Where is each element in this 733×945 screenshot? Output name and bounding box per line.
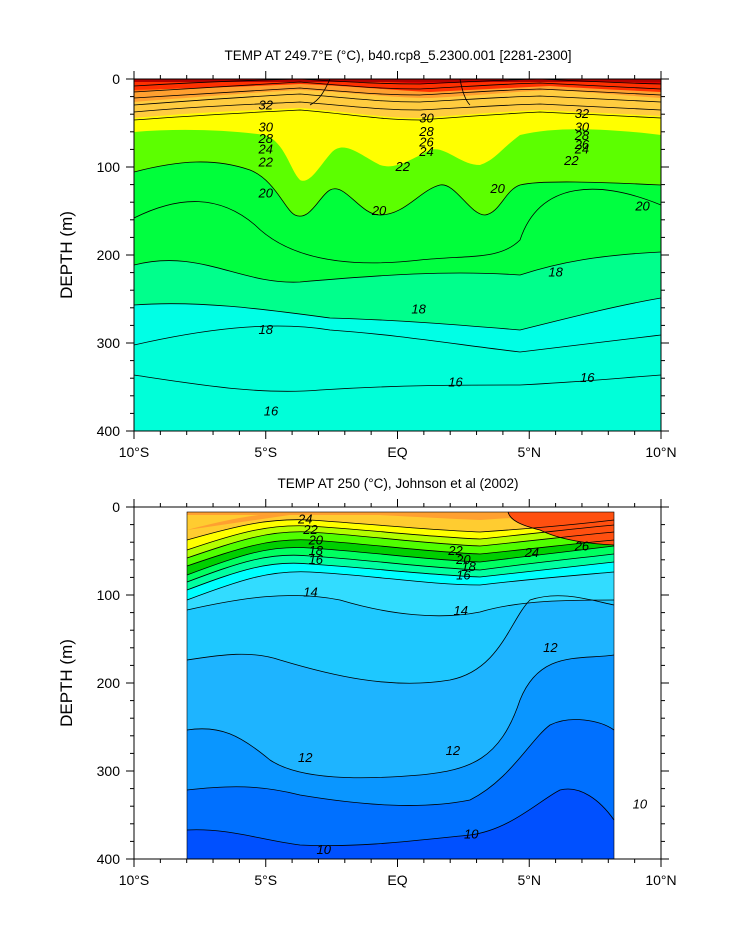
panel1-contours bbox=[134, 79, 661, 392]
y-tick-label: 100 bbox=[97, 159, 121, 175]
y-tick-label: 400 bbox=[97, 423, 121, 439]
contour-label: 28 bbox=[258, 131, 274, 146]
x-tick-label: EQ bbox=[387, 444, 407, 460]
contour-label: 28 bbox=[574, 128, 590, 143]
contour-label: 20 bbox=[489, 181, 505, 196]
y-tick-label: 0 bbox=[112, 499, 120, 515]
contour-label: 18 bbox=[259, 322, 274, 337]
contour-label: 32 bbox=[575, 106, 590, 121]
y-tick-label: 300 bbox=[97, 763, 121, 779]
contour-label: 20 bbox=[258, 185, 274, 200]
panel1-contour-labels: 3230282422203028262422202032302826242220… bbox=[258, 97, 651, 418]
contour-label: 10 bbox=[316, 842, 331, 857]
panel2-x-ticks: 10°S 5°S EQ 5°N 10°N bbox=[119, 499, 677, 888]
contour-label: 12 bbox=[543, 640, 558, 655]
contour-label: 30 bbox=[419, 111, 434, 126]
contour-label: 10 bbox=[633, 796, 648, 811]
panel2-contours bbox=[186, 511, 615, 847]
y-tick-label: 100 bbox=[97, 587, 121, 603]
contour-label: 22 bbox=[563, 153, 579, 168]
x-tick-label: 5°N bbox=[518, 444, 542, 460]
contour-label: 30 bbox=[259, 119, 274, 134]
panel1-title: TEMP AT 249.7°E (°C), b40.rcp8_5.2300.00… bbox=[224, 48, 571, 63]
x-tick-label: 5°S bbox=[254, 872, 277, 888]
panel2-data-extent bbox=[186, 511, 615, 859]
contour-label: 24 bbox=[574, 141, 589, 156]
contour-label: 22 bbox=[395, 159, 411, 174]
y-tick-label: 200 bbox=[97, 675, 121, 691]
contour-label: 18 bbox=[461, 559, 476, 574]
contour-label: 22 bbox=[447, 543, 463, 558]
panel1-x-ticks: 10°S 5°S EQ 5°N 10°N bbox=[119, 71, 677, 460]
contour-label: 16 bbox=[309, 552, 324, 567]
band-22-24 bbox=[187, 512, 614, 540]
contour-label: 24 bbox=[418, 144, 433, 159]
contour-label: 32 bbox=[259, 97, 274, 112]
contour-label: 18 bbox=[548, 265, 563, 280]
contour-label: 24 bbox=[297, 511, 312, 526]
panel2-y-ticks: 0 100 200 300 400 bbox=[97, 499, 669, 867]
contour-label: 20 bbox=[634, 199, 650, 214]
panel1-plot bbox=[134, 79, 661, 431]
band-28-30-b bbox=[134, 79, 661, 92]
contour-label: 10 bbox=[464, 826, 479, 841]
x-tick-label: 10°N bbox=[645, 872, 676, 888]
contour-label: 14 bbox=[454, 603, 468, 618]
panel2-ylabel: DEPTH (m) bbox=[57, 639, 76, 727]
band-24-26-top bbox=[187, 512, 614, 515]
x-tick-label: 5°N bbox=[518, 872, 542, 888]
contour-label: 18 bbox=[309, 543, 324, 558]
x-tick-label: 5°S bbox=[254, 444, 277, 460]
x-tick-label: EQ bbox=[387, 872, 407, 888]
x-tick-label: 10°S bbox=[119, 444, 150, 460]
contour-label: 16 bbox=[264, 404, 279, 419]
contour-label: 20 bbox=[371, 203, 387, 218]
y-tick-label: 300 bbox=[97, 335, 121, 351]
contour-label: 24 bbox=[524, 545, 539, 560]
contour-label: 26 bbox=[574, 137, 590, 152]
x-tick-label: 10°S bbox=[119, 872, 150, 888]
contour-label: 16 bbox=[448, 375, 463, 390]
band-24-26 bbox=[187, 512, 614, 530]
contour-label: 28 bbox=[418, 124, 434, 139]
panel2-plot bbox=[134, 507, 661, 859]
band-above-26 bbox=[508, 512, 614, 545]
contour-label: 16 bbox=[580, 370, 595, 385]
contour-label: 22 bbox=[258, 155, 274, 170]
contour-label: 12 bbox=[446, 743, 461, 758]
contour-label: 24 bbox=[258, 141, 273, 156]
contour-label: 30 bbox=[575, 119, 590, 134]
panel1-ylabel: DEPTH (m) bbox=[57, 211, 76, 299]
contour-label: 18 bbox=[411, 302, 426, 317]
y-tick-label: 200 bbox=[97, 247, 121, 263]
contour-label: 26 bbox=[574, 539, 590, 554]
contour-label: 12 bbox=[298, 750, 313, 765]
panel2-title: TEMP AT 250 (°C), Johnson et al (2002) bbox=[277, 476, 518, 491]
x-tick-label: 10°N bbox=[645, 444, 676, 460]
contour-label: 20 bbox=[308, 532, 324, 547]
contour-label: 22 bbox=[302, 522, 318, 537]
contour-label: 26 bbox=[418, 134, 434, 149]
y-tick-label: 0 bbox=[112, 71, 120, 87]
contour-label: 20 bbox=[455, 552, 471, 567]
contour-label: 16 bbox=[456, 568, 471, 583]
y-tick-label: 400 bbox=[97, 851, 121, 867]
panel1-y-ticks: 0 100 200 300 400 bbox=[97, 71, 669, 439]
contour-label: 14 bbox=[303, 584, 317, 599]
